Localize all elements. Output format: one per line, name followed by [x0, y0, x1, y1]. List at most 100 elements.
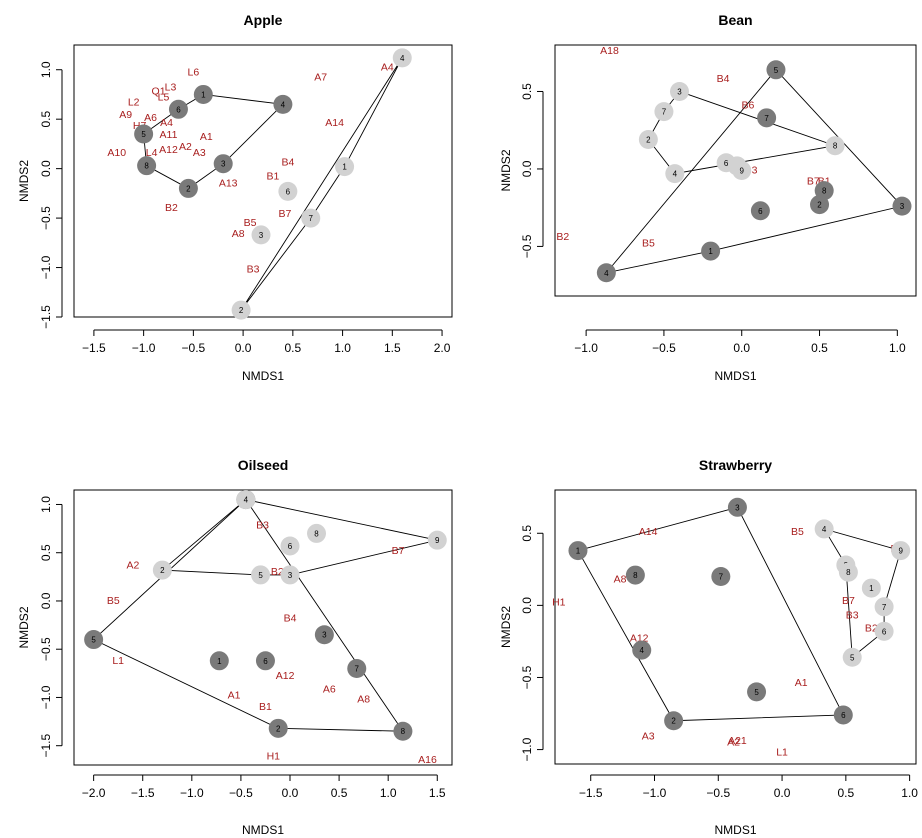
y-tick-label: −0.5: [39, 637, 53, 661]
site-point-dark: [168, 99, 188, 119]
species-label: A4: [381, 62, 394, 74]
site-point-dark: [393, 721, 413, 741]
y-tick-label: 1.0: [39, 61, 53, 78]
y-tick-label: 0.0: [39, 592, 53, 609]
site-point-dark: [137, 156, 157, 176]
site-point-dark: [84, 630, 104, 650]
site-point-light: [825, 136, 845, 156]
panel-bean: Bean −1.0 −0.5 0.0 0.5 1.0 NMDS1 −0.5 0.0 0.5 NMDS…: [499, 12, 917, 383]
site-point-label: 4: [673, 170, 678, 179]
x-tick-label: 0.0: [774, 786, 791, 800]
site-point-label: 6: [286, 187, 291, 196]
site-point-label: 6: [724, 159, 729, 168]
panel-title: Bean: [718, 12, 752, 28]
species-label: A4: [160, 117, 173, 129]
site-point-label: 3: [322, 631, 327, 640]
site-point-label: 5: [774, 66, 779, 75]
site-point-light: [301, 208, 321, 228]
site-point-dark: [178, 178, 198, 198]
species-label: A3: [193, 147, 206, 159]
y-tick-label: 0.5: [39, 111, 53, 128]
site-point-dark: [833, 705, 853, 725]
panel-title: Apple: [244, 12, 283, 28]
site-point-label: 3: [900, 202, 905, 211]
site-point-label: 6: [882, 627, 887, 636]
site-point-dark: [314, 625, 334, 645]
site-point-dark: [625, 565, 645, 585]
species-label: A1: [228, 690, 241, 702]
x-tick-label: 0.0: [282, 786, 299, 800]
species-label: B4: [717, 73, 730, 85]
site-point-label: 6: [758, 207, 763, 216]
species-label: B3: [247, 264, 260, 276]
species-label: A16: [418, 754, 437, 766]
species-label: A18: [600, 45, 619, 57]
y-axis-label: NMDS2: [17, 160, 31, 202]
species-label: A2: [727, 736, 740, 748]
site-point-label: 1: [869, 584, 874, 593]
species-label: L2: [128, 96, 140, 108]
x-axis-label: NMDS1: [714, 823, 756, 837]
site-point-dark: [596, 263, 616, 283]
site-point-dark: [750, 201, 770, 221]
site-point-label: 8: [144, 162, 149, 171]
species-label: B3: [256, 520, 269, 532]
x-tick-label: −1.0: [574, 341, 598, 355]
x-tick-label: 1.5: [429, 786, 446, 800]
hull-light-group: [161, 499, 438, 576]
site-point-label: 6: [176, 105, 181, 114]
x-tick-label: 1.0: [901, 786, 918, 800]
species-label: B6: [742, 99, 755, 111]
site-point-light: [861, 578, 881, 598]
species-label: L1: [776, 746, 788, 758]
site-point-light: [874, 597, 894, 617]
species-label: Q1: [152, 85, 166, 97]
site-point-label: 3: [735, 503, 740, 512]
x-tick-label: −0.5: [229, 786, 253, 800]
y-tick-label: −0.5: [520, 665, 534, 689]
site-point-light: [654, 102, 674, 122]
site-point-label: 1: [708, 247, 713, 256]
site-point-dark: [632, 640, 652, 660]
site-point-light: [891, 541, 911, 561]
x-tick-label: −1.0: [180, 786, 204, 800]
y-tick-label: −1.5: [39, 734, 53, 758]
species-label: B7: [842, 595, 855, 607]
species-label: B4: [281, 157, 294, 169]
site-point-light: [716, 153, 736, 173]
site-point-dark: [814, 181, 834, 201]
x-tick-label: −1.5: [579, 786, 603, 800]
x-tick-label: −1.5: [131, 786, 155, 800]
x-tick-label: 0.5: [284, 341, 301, 355]
x-axis-label: NMDS1: [714, 369, 756, 383]
species-label: A6: [144, 112, 157, 124]
site-point-label: 7: [882, 603, 887, 612]
site-point-label: 9: [435, 536, 440, 545]
plot-frame: [73, 44, 453, 318]
site-point-light: [231, 300, 251, 320]
site-point-dark: [892, 196, 912, 216]
site-point-light: [152, 560, 172, 580]
site-point-label: 4: [281, 100, 286, 109]
hull-light-group: [240, 57, 403, 311]
panel-title: Oilseed: [238, 457, 289, 473]
y-axis-label: NMDS2: [499, 149, 513, 191]
site-point-dark: [209, 651, 229, 671]
site-point-dark: [766, 60, 786, 80]
site-point-light: [278, 181, 298, 201]
y-tick-label: 0.0: [39, 160, 53, 177]
x-tick-label: 1.0: [334, 341, 351, 355]
site-point-dark: [273, 94, 293, 114]
x-tick-label: −2.0: [82, 786, 106, 800]
y-tick-label: 1.0: [39, 496, 53, 513]
site-point-dark: [701, 241, 721, 261]
site-point-label: 7: [764, 114, 769, 123]
site-point-label: 8: [846, 568, 851, 577]
y-tick-label: 0.5: [520, 525, 534, 542]
site-point-light: [251, 565, 271, 585]
species-label: A9: [119, 109, 132, 121]
site-point-label: 3: [259, 231, 264, 240]
site-point-light: [335, 157, 355, 177]
site-point-label: 6: [263, 657, 268, 666]
site-point-light: [280, 536, 300, 556]
